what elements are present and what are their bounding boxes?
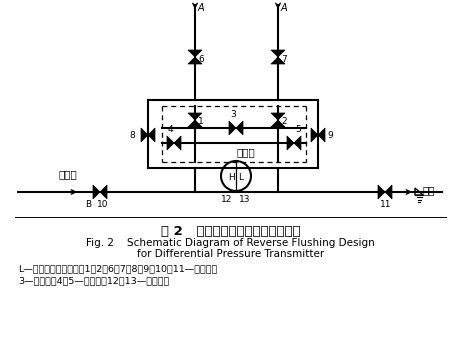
- Polygon shape: [188, 57, 202, 64]
- Text: Fig. 2    Schematic Diagram of Reverse Flushing Design: Fig. 2 Schematic Diagram of Reverse Flus…: [86, 238, 375, 248]
- Text: 2: 2: [281, 118, 287, 126]
- Polygon shape: [271, 120, 285, 127]
- Text: 地漏: 地漏: [422, 185, 435, 195]
- Text: 1: 1: [198, 118, 204, 126]
- Text: B: B: [85, 200, 91, 209]
- Text: L—压力变送器低压侧；1、2、6、7、8、9、10、11—截止阀；: L—压力变送器低压侧；1、2、6、7、8、9、10、11—截止阀；: [18, 264, 217, 273]
- Polygon shape: [188, 50, 202, 57]
- Polygon shape: [271, 113, 285, 120]
- Text: 13: 13: [239, 195, 251, 204]
- Polygon shape: [311, 128, 318, 142]
- Polygon shape: [378, 185, 385, 199]
- Polygon shape: [318, 128, 325, 142]
- Text: A: A: [281, 3, 288, 13]
- Polygon shape: [174, 136, 181, 150]
- Text: 3: 3: [230, 110, 236, 119]
- Polygon shape: [287, 136, 294, 150]
- Polygon shape: [93, 185, 100, 199]
- Polygon shape: [188, 120, 202, 127]
- Text: H: H: [228, 172, 234, 182]
- Text: 12: 12: [221, 195, 233, 204]
- Polygon shape: [148, 128, 155, 142]
- Text: 4: 4: [167, 125, 173, 134]
- Polygon shape: [141, 128, 148, 142]
- Text: 五阀组: 五阀组: [236, 147, 255, 157]
- Text: for Differential Pressure Transmitter: for Differential Pressure Transmitter: [137, 249, 324, 259]
- Polygon shape: [271, 57, 285, 64]
- Polygon shape: [188, 113, 202, 120]
- Text: 7: 7: [281, 55, 287, 63]
- Polygon shape: [294, 136, 301, 150]
- Text: 9: 9: [327, 131, 333, 141]
- Text: 6: 6: [198, 55, 204, 63]
- Text: 反冲水: 反冲水: [59, 169, 77, 179]
- Polygon shape: [167, 136, 174, 150]
- Polygon shape: [100, 185, 107, 199]
- Text: L: L: [238, 172, 243, 182]
- Polygon shape: [236, 121, 243, 135]
- Text: 8: 8: [129, 131, 135, 141]
- Text: 图 2   差压变送器反冲水设计示意图: 图 2 差压变送器反冲水设计示意图: [161, 225, 300, 238]
- Text: 10: 10: [97, 200, 109, 209]
- Polygon shape: [385, 185, 392, 199]
- Polygon shape: [229, 121, 236, 135]
- Text: 3—平衡阀；4、5—排污阀；12、13—排污丝堵: 3—平衡阀；4、5—排污阀；12、13—排污丝堵: [18, 276, 169, 285]
- Polygon shape: [271, 50, 285, 57]
- Text: 5: 5: [295, 125, 301, 134]
- Text: A: A: [198, 3, 205, 13]
- Text: 11: 11: [380, 200, 392, 209]
